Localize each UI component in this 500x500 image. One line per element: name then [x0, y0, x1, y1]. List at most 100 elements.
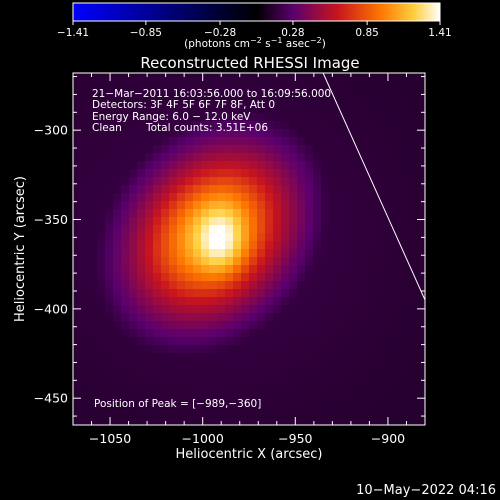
- heatmap-cell: [393, 289, 402, 298]
- heatmap-cell: [233, 249, 242, 258]
- heatmap-cell: [361, 345, 370, 354]
- heatmap-cell: [313, 73, 322, 82]
- heatmap-cell: [121, 177, 130, 186]
- heatmap-cell: [225, 73, 234, 82]
- heatmap-cell: [409, 233, 418, 242]
- heatmap-cell: [321, 305, 330, 314]
- heatmap-cell: [329, 169, 338, 178]
- heatmap-cell: [297, 233, 306, 242]
- heatmap-cell: [225, 105, 234, 114]
- heatmap-cell: [201, 289, 210, 298]
- heatmap-cell: [305, 249, 314, 258]
- heatmap-cell: [201, 105, 210, 114]
- heatmap-cell: [305, 321, 314, 330]
- heatmap-cell: [313, 409, 322, 418]
- heatmap-cell: [113, 177, 122, 186]
- heatmap-cell: [113, 145, 122, 154]
- heatmap-cell: [217, 201, 226, 210]
- heatmap-cell: [73, 241, 82, 250]
- heatmap-cell: [353, 257, 362, 266]
- heatmap-cell: [249, 137, 258, 146]
- heatmap-cell: [321, 177, 330, 186]
- heatmap-cell: [105, 297, 114, 306]
- heatmap-cell: [401, 329, 410, 338]
- heatmap-cell: [153, 313, 162, 322]
- heatmap-cell: [281, 305, 290, 314]
- heatmap-cell: [217, 209, 226, 218]
- heatmap-cell: [409, 89, 418, 98]
- heatmap-cell: [233, 305, 242, 314]
- heatmap-cell: [393, 89, 402, 98]
- chart-title: Reconstructed RHESSI Image: [140, 54, 359, 72]
- heatmap-cell: [281, 393, 290, 402]
- heatmap-cell: [313, 377, 322, 386]
- colorbar-tick-label: −1.41: [57, 27, 89, 39]
- colorbar: [73, 3, 440, 21]
- heatmap-cell: [129, 81, 138, 90]
- heatmap-cell: [193, 81, 202, 90]
- heatmap-cell: [265, 377, 274, 386]
- heatmap-cell: [265, 329, 274, 338]
- heatmap-cell: [273, 401, 282, 410]
- heatmap-cell: [113, 321, 122, 330]
- heatmap-cell: [113, 337, 122, 346]
- heatmap-cell: [401, 185, 410, 194]
- heatmap-cell: [417, 401, 425, 410]
- heatmap-cell: [361, 297, 370, 306]
- heatmap-cell: [289, 385, 298, 394]
- heatmap-cell: [257, 153, 266, 162]
- heatmap-cell: [377, 233, 386, 242]
- heatmap-cell: [217, 145, 226, 154]
- heatmap-cell: [409, 113, 418, 122]
- heatmap-cell: [129, 417, 138, 425]
- heatmap-cell: [377, 305, 386, 314]
- heatmap-cell: [137, 305, 146, 314]
- heatmap-cell: [169, 369, 178, 378]
- heatmap-cell: [417, 193, 425, 202]
- heatmap-cell: [337, 257, 346, 266]
- y-tick-label: −350: [34, 212, 68, 227]
- heatmap-cell: [345, 201, 354, 210]
- heatmap-cell: [161, 161, 170, 170]
- heatmap-cell: [369, 113, 378, 122]
- heatmap-cell: [393, 241, 402, 250]
- heatmap-cell: [385, 209, 394, 218]
- heatmap-cell: [281, 153, 290, 162]
- heatmap-cell: [353, 161, 362, 170]
- heatmap-cell: [185, 249, 194, 258]
- heatmap-cell: [329, 321, 338, 330]
- heatmap-cell: [89, 97, 98, 106]
- heatmap-cell: [409, 161, 418, 170]
- heatmap-cell: [153, 257, 162, 266]
- heatmap-cell: [297, 129, 306, 138]
- heatmap-cell: [161, 97, 170, 106]
- heatmap-cell: [161, 145, 170, 154]
- heatmap-cell: [129, 313, 138, 322]
- heatmap-cell: [257, 209, 266, 218]
- heatmap-cell: [73, 81, 82, 90]
- heatmap-cell: [353, 353, 362, 362]
- heatmap-cell: [137, 177, 146, 186]
- heatmap-cell: [401, 153, 410, 162]
- heatmap-cell: [97, 361, 106, 370]
- heatmap-cell: [113, 401, 122, 410]
- heatmap-cell: [345, 129, 354, 138]
- heatmap-cell: [137, 401, 146, 410]
- heatmap-cell: [345, 273, 354, 282]
- heatmap-cell: [377, 417, 386, 425]
- heatmap-cell: [289, 265, 298, 274]
- heatmap-cell: [337, 281, 346, 290]
- heatmap-cell: [321, 169, 330, 178]
- heatmap-cell: [273, 321, 282, 330]
- heatmap-cell: [113, 73, 122, 82]
- heatmap-cell: [177, 145, 186, 154]
- heatmap-cell: [217, 273, 226, 282]
- heatmap-cell: [369, 129, 378, 138]
- heatmap-cell: [305, 345, 314, 354]
- heatmap-cell: [185, 169, 194, 178]
- heatmap-cell: [209, 113, 218, 122]
- heatmap-cell: [177, 329, 186, 338]
- heatmap-cell: [361, 105, 370, 114]
- heatmap-cell: [97, 369, 106, 378]
- heatmap-cell: [97, 249, 106, 258]
